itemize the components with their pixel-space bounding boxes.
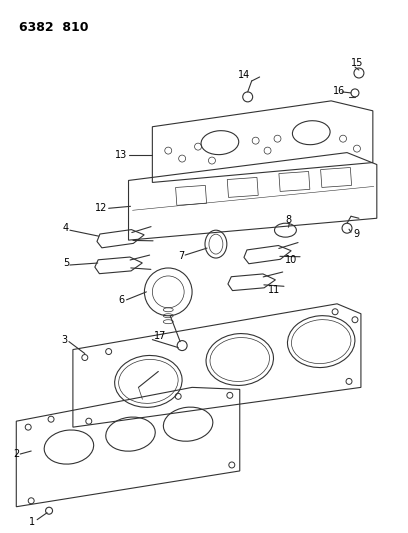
Text: 12: 12 bbox=[95, 203, 107, 213]
Text: 6382  810: 6382 810 bbox=[19, 21, 89, 34]
Text: 16: 16 bbox=[333, 86, 345, 96]
Text: 8: 8 bbox=[286, 215, 292, 225]
Text: 10: 10 bbox=[286, 255, 298, 265]
Text: 5: 5 bbox=[63, 258, 69, 268]
Text: 4: 4 bbox=[63, 223, 69, 233]
Text: 9: 9 bbox=[353, 229, 359, 239]
Text: 14: 14 bbox=[238, 70, 250, 80]
Bar bbox=[175, 185, 206, 205]
Bar bbox=[227, 177, 258, 197]
Bar bbox=[321, 167, 352, 188]
Text: 15: 15 bbox=[351, 58, 364, 68]
Text: 17: 17 bbox=[154, 330, 167, 341]
Text: 2: 2 bbox=[13, 449, 20, 459]
Bar bbox=[279, 172, 310, 191]
Text: 13: 13 bbox=[115, 150, 127, 159]
Text: 7: 7 bbox=[178, 251, 184, 261]
Text: 6: 6 bbox=[119, 295, 125, 305]
Text: 3: 3 bbox=[61, 335, 67, 345]
Text: 1: 1 bbox=[29, 516, 35, 527]
Text: 11: 11 bbox=[268, 285, 280, 295]
